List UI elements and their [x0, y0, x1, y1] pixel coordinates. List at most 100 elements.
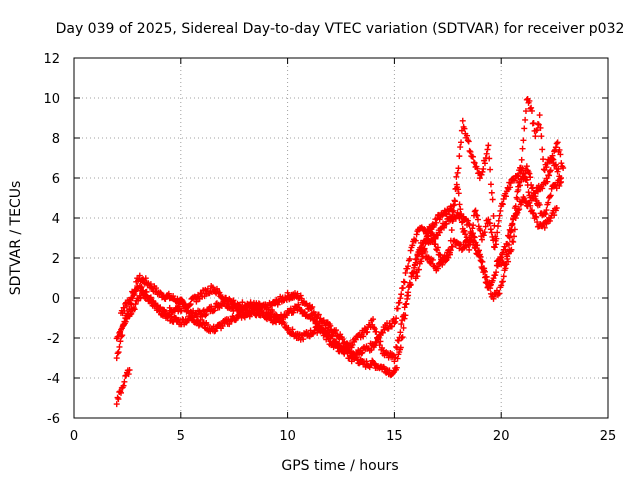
data-point	[516, 182, 523, 189]
data-point	[434, 244, 441, 251]
data-point	[187, 301, 194, 308]
data-point	[455, 190, 462, 197]
data-point	[392, 354, 399, 361]
data-point	[459, 117, 466, 124]
data-point	[497, 255, 504, 262]
data-point	[268, 314, 275, 321]
data-point	[518, 156, 525, 163]
data-point	[363, 358, 370, 365]
data-point	[472, 207, 479, 214]
data-point	[391, 358, 398, 365]
data-point	[203, 311, 210, 318]
data-point	[359, 349, 366, 356]
data-point	[414, 273, 421, 280]
data-point	[370, 316, 377, 323]
data-point	[526, 170, 533, 177]
data-point	[125, 371, 132, 378]
data-point	[552, 144, 559, 151]
data-point	[505, 233, 512, 240]
data-point	[153, 285, 160, 292]
data-point	[560, 165, 567, 171]
data-point	[535, 121, 542, 128]
data-point	[551, 212, 558, 219]
data-point	[507, 180, 514, 187]
data-point	[373, 339, 380, 346]
data-point	[554, 168, 561, 175]
data-point	[403, 300, 410, 307]
plot-frame	[73, 57, 609, 419]
data-point	[128, 294, 135, 301]
data-point	[364, 328, 371, 335]
y-tick-label: 2	[52, 252, 60, 267]
y-tick-label: 0	[52, 292, 60, 307]
data-point	[522, 198, 529, 205]
data-point	[554, 139, 561, 146]
data-point	[546, 193, 553, 200]
data-point	[157, 304, 164, 311]
data-point	[409, 242, 416, 249]
data-point	[294, 290, 301, 297]
data-point	[481, 160, 488, 167]
series-satellite-track-3	[117, 95, 565, 365]
data-point	[397, 295, 404, 302]
data-point	[398, 321, 405, 328]
data-point	[445, 254, 452, 261]
data-point	[420, 246, 427, 253]
data-point	[395, 337, 402, 344]
data-point	[514, 172, 521, 179]
data-point	[523, 176, 530, 183]
data-point	[547, 192, 554, 199]
data-point	[393, 343, 400, 350]
data-point	[519, 145, 526, 152]
data-point	[466, 241, 473, 248]
data-point	[336, 342, 343, 349]
x-tick-label: 15	[386, 429, 403, 444]
data-point	[555, 165, 562, 172]
data-point	[430, 235, 437, 242]
data-point	[415, 266, 422, 273]
data-point	[284, 289, 291, 296]
data-point	[471, 159, 478, 166]
data-point	[116, 329, 123, 336]
data-point	[230, 297, 237, 304]
data-point	[339, 336, 346, 343]
data-point	[281, 321, 288, 328]
data-point	[474, 212, 481, 219]
data-point	[170, 318, 177, 325]
data-point	[165, 311, 172, 318]
data-point	[493, 235, 500, 242]
data-point	[115, 333, 122, 340]
data-point	[120, 382, 127, 389]
data-point	[536, 112, 543, 119]
data-point	[142, 275, 149, 282]
data-point	[463, 234, 470, 241]
data-point	[543, 207, 550, 214]
data-point	[458, 139, 465, 146]
data-point	[556, 146, 563, 153]
data-point	[115, 396, 122, 403]
data-point	[519, 165, 526, 172]
data-point	[454, 186, 461, 193]
data-point	[261, 304, 268, 311]
data-point	[499, 201, 506, 208]
data-point	[528, 207, 535, 214]
data-point	[557, 151, 564, 158]
data-point	[393, 364, 400, 371]
data-point	[541, 224, 548, 231]
data-point	[421, 245, 428, 252]
data-point	[471, 208, 478, 215]
y-tick-label: 10	[43, 92, 60, 107]
data-point	[539, 146, 546, 153]
data-point	[530, 210, 537, 217]
data-point	[494, 229, 501, 236]
data-point	[546, 217, 553, 224]
data-point	[553, 205, 560, 211]
data-point	[128, 310, 135, 317]
data-point	[502, 265, 509, 272]
series-satellite-track-5	[412, 139, 567, 282]
data-point	[510, 238, 517, 245]
data-point	[394, 305, 401, 312]
data-point	[477, 257, 484, 264]
data-point	[117, 389, 124, 396]
data-point	[193, 298, 200, 305]
